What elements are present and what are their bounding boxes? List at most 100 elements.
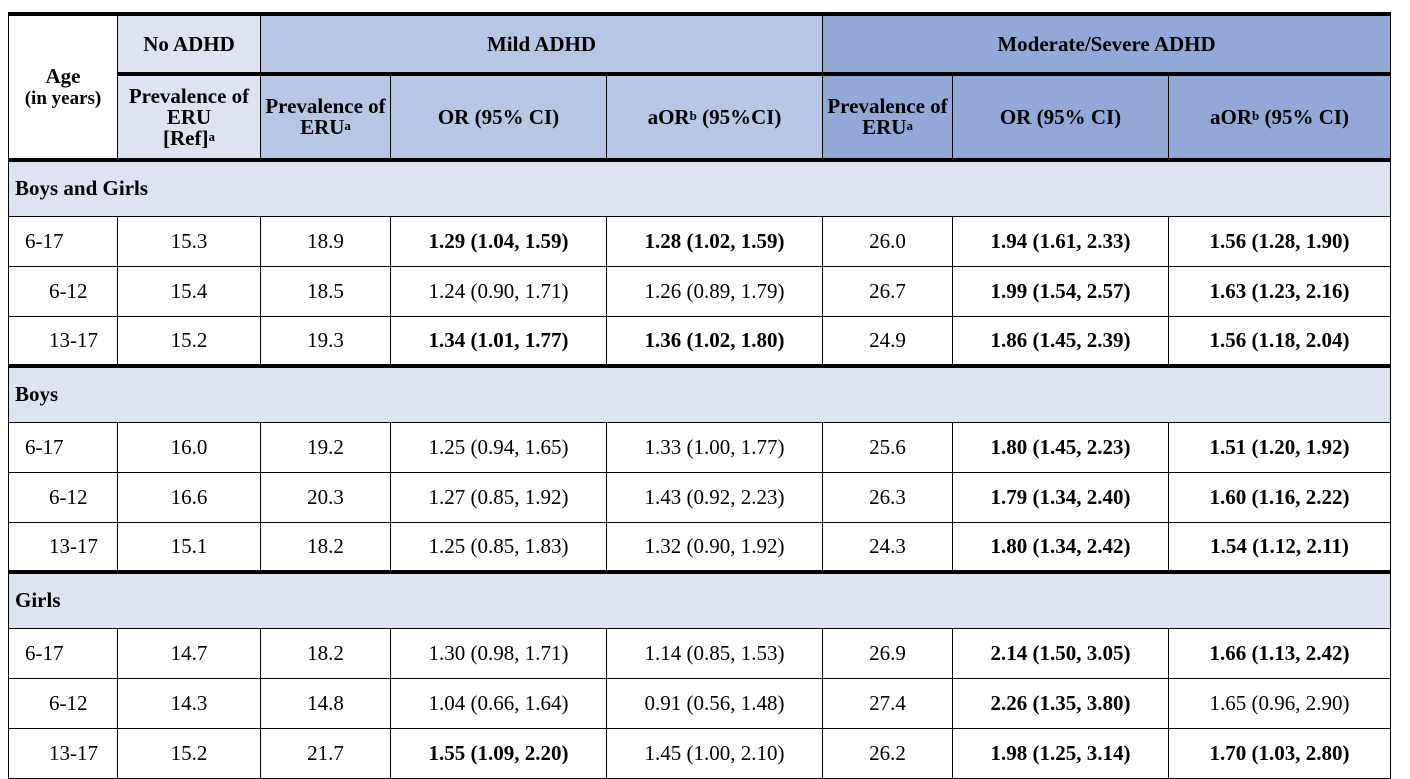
cell-mod-or: 2.14 (1.50, 3.05) [952, 627, 1170, 679]
adhd-eru-table: Age (in years) No ADHD Mild ADHD Moderat… [7, 12, 1392, 779]
table-row: 6-17 15.3 18.9 1.29 (1.04, 1.59) 1.28 (1… [8, 215, 1392, 267]
cell-mild-or: 1.34 (1.01, 1.77) [390, 315, 607, 367]
group-header-mild-adhd: Mild ADHD [259, 12, 824, 75]
cell-mod-prev: 24.9 [822, 315, 954, 367]
cell-age: 6-12 [8, 471, 118, 523]
cell-none-prev: 15.2 [117, 315, 261, 367]
cell-mod-prev: 26.7 [822, 265, 954, 317]
mild-prev-sup: a [344, 118, 351, 133]
cell-mild-or: 1.24 (0.90, 1.71) [390, 265, 607, 317]
cell-mod-prev: 25.6 [822, 421, 954, 473]
col-header-mild-prevalence: Prevalence of ERUa [260, 72, 391, 162]
mild-aor-sup: b [689, 107, 697, 123]
col-header-mild-aor: aORb (95%CI) [605, 72, 824, 162]
cell-mod-aor: 1.66 (1.13, 2.42) [1168, 627, 1392, 679]
cell-mild-aor: 1.14 (0.85, 1.53) [605, 627, 824, 679]
cell-mild-or: 1.25 (0.85, 1.83) [390, 521, 607, 573]
table-row: 13-17 15.2 19.3 1.34 (1.01, 1.77) 1.36 (… [8, 315, 1392, 367]
cell-mild-prev: 20.3 [260, 471, 391, 523]
cell-none-prev: 15.1 [117, 521, 261, 573]
cell-mod-prev: 24.3 [822, 521, 954, 573]
mild-aor-ci: (95%CI) [696, 104, 782, 129]
none-prev-ref: [Ref] [163, 125, 209, 150]
mod-aor-ci: (95% CI) [1259, 104, 1350, 129]
cell-mod-or: 1.98 (1.25, 3.14) [952, 727, 1170, 779]
cell-mild-prev: 18.2 [260, 521, 391, 573]
cell-mild-aor: 1.45 (1.00, 2.10) [605, 727, 824, 779]
cell-none-prev: 16.6 [117, 471, 261, 523]
cell-mild-or: 1.04 (0.66, 1.64) [390, 677, 607, 729]
cell-mild-prev: 18.9 [260, 215, 391, 267]
table-row: 6-17 16.0 19.2 1.25 (0.94, 1.65) 1.33 (1… [8, 421, 1392, 473]
col-header-none-prevalence: Prevalence of ERU [Ref]a [117, 72, 261, 162]
cell-age: 13-17 [8, 727, 118, 779]
section-title: Girls [7, 570, 1392, 629]
group-header-moderate-severe-adhd: Moderate/Severe ADHD [822, 12, 1392, 75]
age-column-header: Age (in years) [8, 12, 118, 162]
cell-mild-or: 1.27 (0.85, 1.92) [390, 471, 607, 523]
cell-mod-aor: 1.60 (1.16, 2.22) [1168, 471, 1392, 523]
table-row: 13-17 15.2 21.7 1.55 (1.09, 2.20) 1.45 (… [8, 727, 1392, 779]
group-header-no-adhd: No ADHD [117, 12, 261, 75]
section-title: Boys [7, 364, 1392, 423]
cell-mod-aor: 1.54 (1.12, 2.11) [1168, 521, 1392, 573]
cell-mild-aor: 0.91 (0.56, 1.48) [605, 677, 824, 729]
table-row: 6-12 14.3 14.8 1.04 (0.66, 1.64) 0.91 (0… [8, 677, 1392, 729]
section-title: Boys and Girls [7, 159, 1392, 217]
cell-mod-aor: 1.63 (1.23, 2.16) [1168, 265, 1392, 317]
cell-mild-or: 1.25 (0.94, 1.65) [390, 421, 607, 473]
cell-none-prev: 14.3 [117, 677, 261, 729]
none-prev-label: Prevalence of ERU [128, 83, 250, 129]
cell-mod-prev: 26.9 [822, 627, 954, 679]
cell-mild-aor: 1.36 (1.02, 1.80) [605, 315, 824, 367]
cell-mod-or: 2.26 (1.35, 3.80) [952, 677, 1170, 729]
age-header-label: Age [45, 63, 81, 88]
cell-none-prev: 14.7 [117, 627, 261, 679]
cell-mod-prev: 26.3 [822, 471, 954, 523]
cell-mild-aor: 1.43 (0.92, 2.23) [605, 471, 824, 523]
mod-prev-sup: a [906, 118, 913, 133]
cell-mild-prev: 18.2 [260, 627, 391, 679]
cell-mild-prev: 18.5 [260, 265, 391, 317]
cell-mild-aor: 1.32 (0.90, 1.92) [605, 521, 824, 573]
cell-mod-prev: 26.2 [822, 727, 954, 779]
cell-mild-aor: 1.28 (1.02, 1.59) [605, 215, 824, 267]
cell-mod-prev: 26.0 [822, 215, 954, 267]
age-header-sub: (in years) [24, 87, 102, 109]
cell-none-prev: 15.2 [117, 727, 261, 779]
cell-age: 6-17 [8, 627, 118, 679]
cell-mild-aor: 1.33 (1.00, 1.77) [605, 421, 824, 473]
mild-prev-label: Prevalence of ERU [265, 94, 386, 139]
cell-mod-aor: 1.51 (1.20, 1.92) [1168, 421, 1392, 473]
cell-mild-prev: 21.7 [260, 727, 391, 779]
cell-none-prev: 15.4 [117, 265, 261, 317]
col-header-mild-or: OR (95% CI) [390, 72, 607, 162]
none-prev-sup: a [208, 128, 215, 144]
table-row: 6-12 16.6 20.3 1.27 (0.85, 1.92) 1.43 (0… [8, 471, 1392, 523]
cell-age: 6-12 [8, 677, 118, 729]
cell-mild-aor: 1.26 (0.89, 1.79) [605, 265, 824, 317]
cell-mild-or: 1.55 (1.09, 2.20) [390, 727, 607, 779]
cell-mod-or: 1.79 (1.34, 2.40) [952, 471, 1170, 523]
cell-mod-or: 1.99 (1.54, 2.57) [952, 265, 1170, 317]
table-row: 13-17 15.1 18.2 1.25 (0.85, 1.83) 1.32 (… [8, 521, 1392, 573]
cell-age: 6-17 [8, 215, 118, 267]
mod-aor-sup: b [1251, 107, 1260, 123]
mild-aor-label: aOR [647, 104, 690, 129]
mod-aor-label: aOR [1209, 104, 1252, 129]
cell-mod-or: 1.94 (1.61, 2.33) [952, 215, 1170, 267]
cell-mild-prev: 14.8 [260, 677, 391, 729]
cell-mod-aor: 1.65 (0.96, 2.90) [1168, 677, 1392, 729]
col-header-mod-prevalence: Prevalence of ERUa [822, 72, 954, 162]
cell-age: 13-17 [8, 315, 118, 367]
table-row: 6-12 15.4 18.5 1.24 (0.90, 1.71) 1.26 (0… [8, 265, 1392, 317]
cell-age: 6-17 [8, 421, 118, 473]
cell-mild-or: 1.29 (1.04, 1.59) [390, 215, 607, 267]
cell-mod-or: 1.80 (1.34, 2.42) [952, 521, 1170, 573]
cell-mod-or: 1.86 (1.45, 2.39) [952, 315, 1170, 367]
cell-mod-aor: 1.56 (1.18, 2.04) [1168, 315, 1392, 367]
cell-mild-prev: 19.3 [260, 315, 391, 367]
cell-mod-aor: 1.56 (1.28, 1.90) [1168, 215, 1392, 267]
cell-mild-prev: 19.2 [260, 421, 391, 473]
col-header-mod-aor: aORb (95% CI) [1168, 72, 1392, 162]
